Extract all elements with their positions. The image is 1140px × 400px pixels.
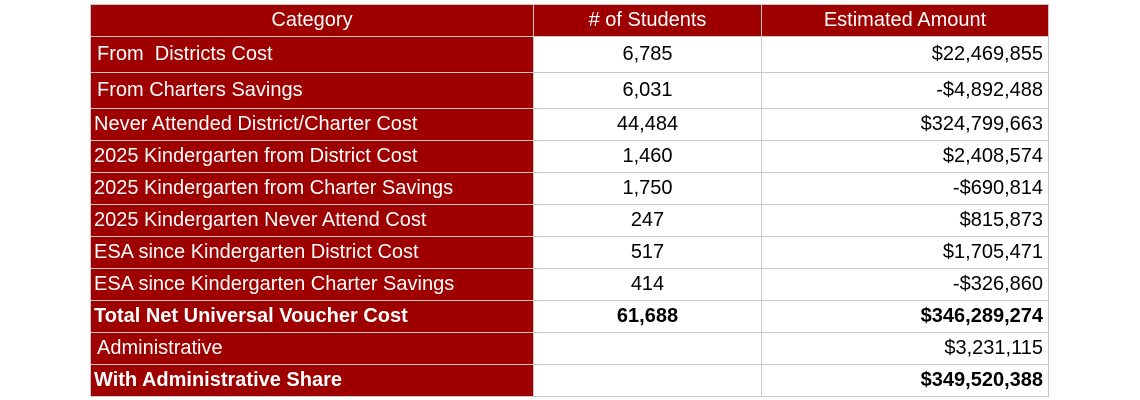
- header-category: Category: [90, 4, 534, 37]
- total-category: Total Net Universal Voucher Cost: [90, 300, 534, 333]
- table-row: ESA since Kindergarten District Cost 517…: [90, 236, 1049, 269]
- total-students: 61,688: [533, 300, 762, 333]
- table-row: ESA since Kindergarten Charter Savings 4…: [90, 268, 1049, 301]
- header-row: Category # of Students Estimated Amount: [90, 4, 1049, 37]
- administrative-category: Administrative: [90, 332, 534, 365]
- row-amount: $1,705,471: [761, 236, 1049, 269]
- row-amount: $22,469,855: [761, 36, 1049, 73]
- row-category: From Charters Savings: [90, 72, 534, 109]
- row-category: 2025 Kindergarten from Charter Savings: [90, 172, 534, 205]
- row-amount: $815,873: [761, 204, 1049, 237]
- administrative-amount: $3,231,115: [761, 332, 1049, 365]
- grand-total-row: With Administrative Share $349,520,388: [90, 364, 1049, 397]
- row-students: 1,750: [533, 172, 762, 205]
- header-students: # of Students: [533, 4, 762, 37]
- header-estimated-amount: Estimated Amount: [761, 4, 1049, 37]
- row-students: 517: [533, 236, 762, 269]
- administrative-students: [533, 332, 762, 365]
- voucher-cost-table-container: Category # of Students Estimated Amount …: [90, 4, 1049, 397]
- row-students: 414: [533, 268, 762, 301]
- row-amount: $324,799,663: [761, 108, 1049, 141]
- row-amount: -$690,814: [761, 172, 1049, 205]
- row-amount: -$4,892,488: [761, 72, 1049, 109]
- table-row: From Charters Savings 6,031 -$4,892,488: [90, 72, 1049, 109]
- row-students: 6,031: [533, 72, 762, 109]
- grand-total-amount: $349,520,388: [761, 364, 1049, 397]
- row-students: 247: [533, 204, 762, 237]
- grand-total-category: With Administrative Share: [90, 364, 534, 397]
- row-category: From Districts Cost: [90, 36, 534, 73]
- row-amount: $2,408,574: [761, 140, 1049, 173]
- row-amount: -$326,860: [761, 268, 1049, 301]
- table-row: 2025 Kindergarten Never Attend Cost 247 …: [90, 204, 1049, 237]
- row-category: 2025 Kindergarten Never Attend Cost: [90, 204, 534, 237]
- table-row: From Districts Cost 6,785 $22,469,855: [90, 36, 1049, 73]
- row-students: 1,460: [533, 140, 762, 173]
- table-row: 2025 Kindergarten from Charter Savings 1…: [90, 172, 1049, 205]
- row-students: 44,484: [533, 108, 762, 141]
- voucher-cost-table: Category # of Students Estimated Amount …: [90, 4, 1049, 397]
- row-students: 6,785: [533, 36, 762, 73]
- table-row: Never Attended District/Charter Cost 44,…: [90, 108, 1049, 141]
- row-category: 2025 Kindergarten from District Cost: [90, 140, 534, 173]
- grand-total-students: [533, 364, 762, 397]
- row-category: Never Attended District/Charter Cost: [90, 108, 534, 141]
- total-row: Total Net Universal Voucher Cost 61,688 …: [90, 300, 1049, 333]
- administrative-row: Administrative $3,231,115: [90, 332, 1049, 365]
- table-row: 2025 Kindergarten from District Cost 1,4…: [90, 140, 1049, 173]
- total-amount: $346,289,274: [761, 300, 1049, 333]
- row-category: ESA since Kindergarten District Cost: [90, 236, 534, 269]
- row-category: ESA since Kindergarten Charter Savings: [90, 268, 534, 301]
